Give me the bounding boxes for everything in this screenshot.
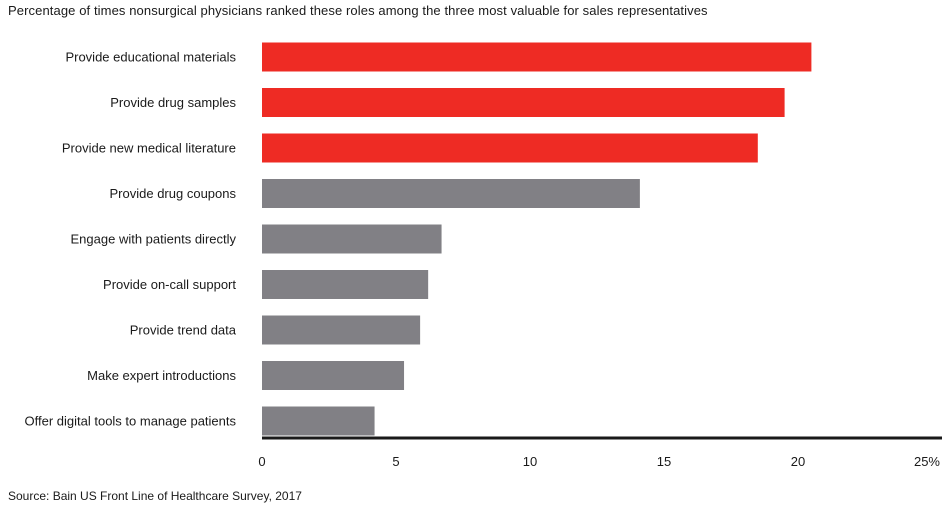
category-label: Engage with patients directly (71, 232, 237, 247)
category-label: Provide drug coupons (110, 186, 237, 201)
x-tick-label: 0 (258, 454, 265, 469)
x-tick-label: 25% (914, 454, 940, 469)
bar (262, 88, 785, 117)
chart-title: Percentage of times nonsurgical physicia… (8, 3, 708, 18)
category-label: Provide on-call support (103, 277, 236, 292)
bar (262, 179, 640, 208)
category-labels: Provide educational materials Provide dru… (25, 50, 237, 429)
x-tick-label: 10 (523, 454, 537, 469)
bar (262, 315, 421, 345)
category-label: Provide new medical literature (62, 141, 236, 156)
bar (262, 42, 812, 72)
bar (262, 224, 442, 254)
x-tick-labels: 0 5 10 15 20 25% (258, 454, 940, 469)
chart-source: Source: Bain US Front Line of Healthcare… (8, 489, 302, 503)
category-label: Offer digital tools to manage patients (25, 414, 237, 429)
bar (262, 270, 429, 299)
bar (262, 361, 405, 390)
category-label: Provide trend data (130, 323, 237, 338)
bars-layer (262, 42, 812, 436)
x-tick-label: 15 (657, 454, 671, 469)
bar-chart: Provide educational materials Provide dru… (25, 42, 942, 469)
category-label: Make expert introductions (87, 368, 236, 383)
bar (262, 133, 758, 163)
bar (262, 406, 375, 436)
category-label: Provide educational materials (65, 50, 236, 65)
x-tick-label: 5 (392, 454, 399, 469)
category-label: Provide drug samples (110, 95, 236, 110)
x-tick-label: 20 (791, 454, 805, 469)
